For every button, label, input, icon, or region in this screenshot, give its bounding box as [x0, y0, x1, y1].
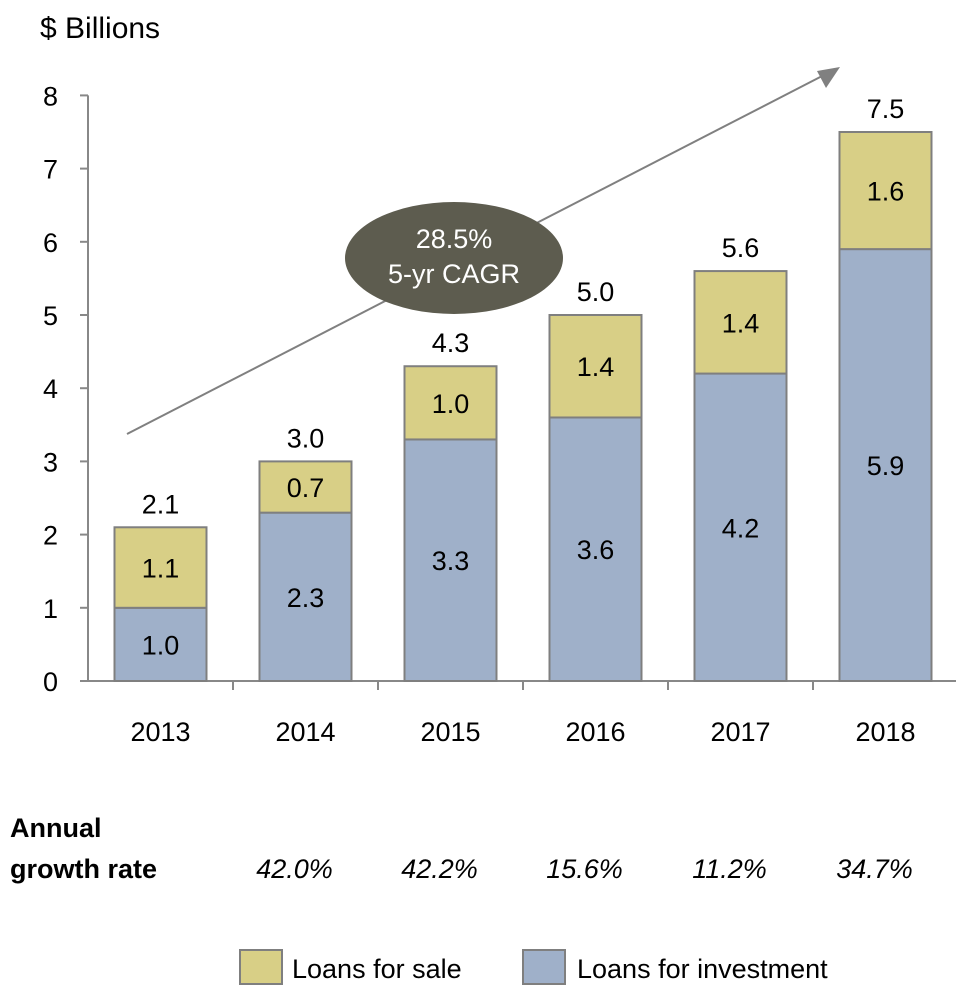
legend-label: Loans for sale [292, 954, 462, 984]
segment-value-label: 2.3 [287, 583, 325, 613]
cagr-annotation: 28.5% 5-yr CAGR [126, 67, 840, 435]
segment-value-label: 4.2 [722, 513, 760, 543]
y-tick-label: 2 [43, 521, 58, 551]
x-tick-label: 2014 [275, 717, 335, 747]
bar-segment [548, 416, 643, 682]
y-tick-label: 0 [43, 667, 58, 697]
arrow-head-icon [817, 67, 840, 88]
y-tick-label: 8 [43, 81, 58, 111]
segment-value-label: 1.1 [142, 554, 180, 584]
segment-value-label: 3.6 [577, 535, 615, 565]
axes: 0 1 2 3 4 5 6 7 8 2013 2014 2015 2016 2017 2018 [43, 81, 956, 747]
growth-rate-value: 11.2% [692, 854, 767, 884]
total-value-label: 7.5 [867, 94, 905, 124]
bar-segment [838, 131, 933, 251]
y-tick-label: 4 [43, 374, 58, 404]
bars [113, 131, 933, 683]
growth-rate-value: 34.7% [836, 854, 913, 884]
total-value-label: 2.1 [142, 489, 180, 519]
y-tick-label: 7 [43, 155, 58, 185]
bar-segment [548, 314, 643, 419]
growth-rate-row: Annual growth rate 42.0% 42.2% 15.6% 11.2% 34.… [10, 813, 913, 884]
legend-swatch [522, 949, 566, 985]
x-tick-label: 2018 [855, 717, 915, 747]
segment-value-label: 1.4 [722, 308, 760, 338]
y-tick-label: 5 [43, 301, 58, 331]
growth-rate-value: 42.2% [401, 854, 478, 884]
legend: Loans for sale Loans for investment [239, 949, 828, 985]
bar-segment [258, 460, 353, 514]
growth-label-line1: Annual [10, 813, 102, 843]
cagr-caption: 5-yr CAGR [388, 259, 520, 289]
x-tick-label: 2013 [130, 717, 190, 747]
cagr-bubble [345, 202, 563, 314]
cagr-value: 28.5% [416, 224, 493, 254]
bar-segment [403, 365, 498, 441]
bar-segment [838, 248, 933, 682]
total-value-label: 3.0 [287, 423, 325, 453]
segment-value-label: 1.6 [867, 177, 905, 207]
legend-label: Loans for investment [577, 954, 828, 984]
total-value-label: 5.0 [577, 277, 615, 307]
y-tick-label: 6 [43, 228, 58, 258]
total-value-label: 5.6 [722, 233, 760, 263]
segment-value-label: 1.0 [432, 389, 470, 419]
bar-segment [113, 606, 208, 682]
y-tick-label: 1 [43, 594, 58, 624]
data-labels: 1.0 1.1 2.1 2.3 0.7 3.0 3.3 1.0 4.3 3.6 1.4 5.0 4.2 1… [142, 94, 905, 660]
bar-segment [693, 270, 788, 375]
legend-swatch [239, 949, 283, 985]
total-value-label: 4.3 [432, 328, 470, 358]
y-tick-label: 3 [43, 447, 58, 477]
segment-value-label: 3.3 [432, 546, 470, 576]
segment-value-label: 5.9 [867, 451, 905, 481]
segment-value-label: 1.0 [142, 630, 180, 660]
segment-value-label: 1.4 [577, 352, 615, 382]
growth-rate-value: 15.6% [546, 854, 623, 884]
segment-value-label: 0.7 [287, 473, 325, 503]
bar-segment [258, 511, 353, 683]
x-tick-label: 2015 [420, 717, 480, 747]
growth-rate-value: 42.0% [256, 854, 333, 884]
growth-label-line2: growth rate [10, 854, 157, 884]
bar-segment [113, 526, 208, 609]
x-tick-label: 2016 [565, 717, 625, 747]
y-axis-title: $ Billions [40, 12, 160, 45]
x-tick-label: 2017 [710, 717, 770, 747]
